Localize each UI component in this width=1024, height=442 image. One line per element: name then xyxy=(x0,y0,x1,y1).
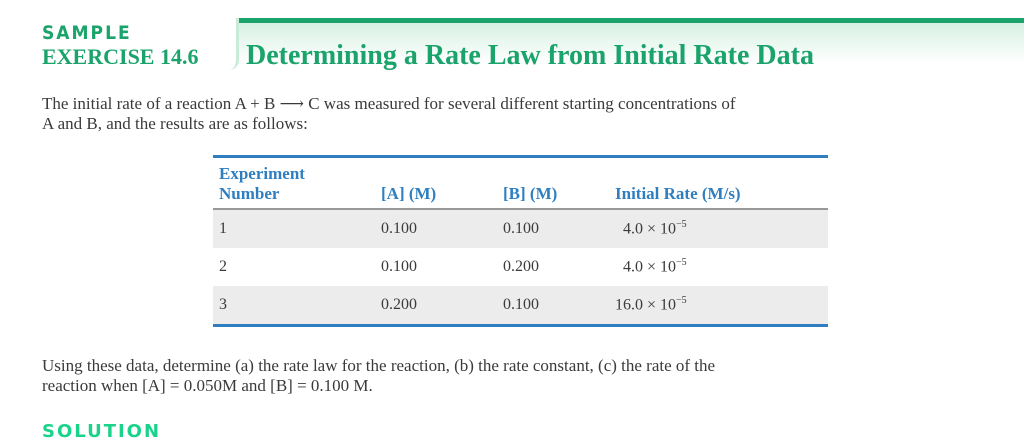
initial-rate-table: Experiment Number [A] (M) [B] (M) Initia… xyxy=(213,155,828,327)
table-row: 1 0.100 0.100 4.0 × 10−5 xyxy=(213,209,828,248)
cell-rate: 4.0 × 10−5 xyxy=(623,257,687,276)
table-row: 2 0.100 0.200 4.0 × 10−5 xyxy=(213,248,828,286)
table-row: 3 0.200 0.100 16.0 × 10−5 xyxy=(213,286,828,327)
cell-b: 0.100 xyxy=(497,209,609,248)
header-bar-fade xyxy=(232,23,1024,63)
header-bar xyxy=(232,18,1024,23)
col-header-b: [B] (M) xyxy=(497,158,609,210)
question-line-1: Using these data, determine (a) the rate… xyxy=(42,356,716,375)
cell-a: 0.200 xyxy=(375,286,497,327)
question-line-2: reaction when [A] = 0.050M and [B] = 0.1… xyxy=(42,376,373,395)
intro-line-1: The initial rate of a reaction A + B ⟶ C… xyxy=(42,94,736,113)
intro-line-2: A and B, and the results are as follows: xyxy=(42,114,308,133)
cell-a: 0.100 xyxy=(381,258,417,275)
solution-heading: SOLUTION xyxy=(42,421,162,442)
cell-a: 0.100 xyxy=(375,209,497,248)
header-tab-divider xyxy=(228,18,239,70)
cell-b: 0.200 xyxy=(503,258,539,275)
cell-rate: 16.0 × 10−5 xyxy=(609,286,828,327)
col-header-experiment: Experiment Number xyxy=(213,158,375,210)
cell-b: 0.100 xyxy=(497,286,609,327)
cell-exp: 2 xyxy=(219,258,227,275)
sample-label: SAMPLE xyxy=(42,22,132,44)
cell-exp: 3 xyxy=(213,286,375,327)
col-header-rate: Initial Rate (M/s) xyxy=(609,158,828,210)
cell-exp: 1 xyxy=(213,209,375,248)
exercise-title: Determining a Rate Law from Initial Rate… xyxy=(246,40,814,71)
col-header-a: [A] (M) xyxy=(375,158,497,210)
table-header-row: Experiment Number [A] (M) [B] (M) Initia… xyxy=(213,158,828,210)
cell-rate: 4.0 × 10−5 xyxy=(609,209,828,248)
exercise-number: EXERCISE 14.6 xyxy=(42,44,199,69)
